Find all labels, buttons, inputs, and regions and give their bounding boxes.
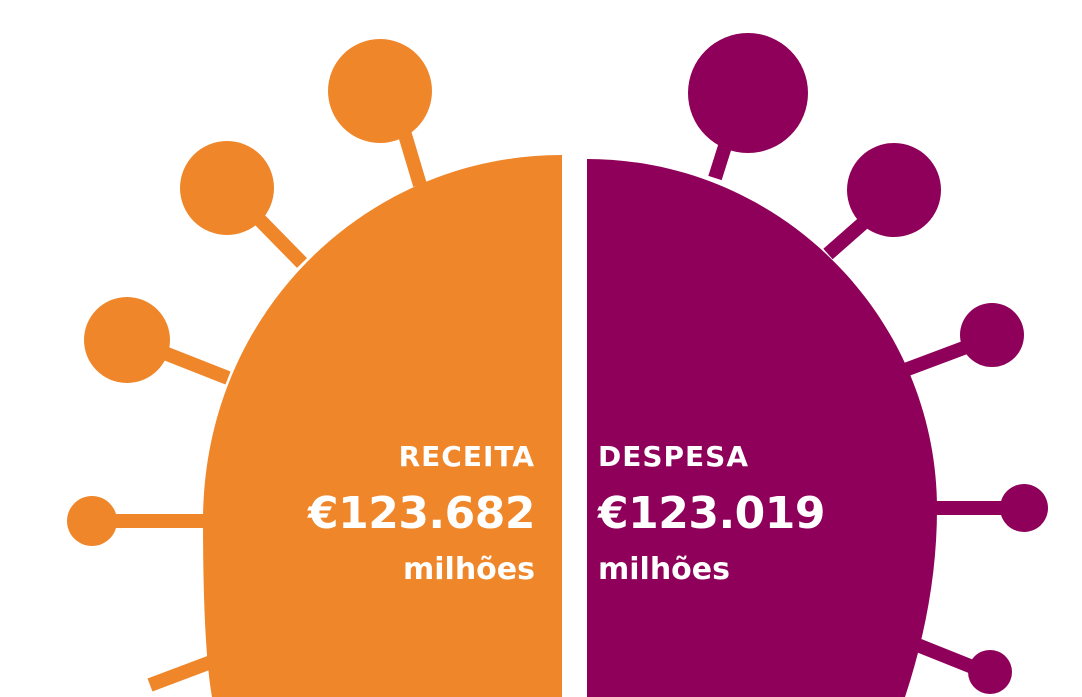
receita-amount: €123.682 [307,488,536,539]
spike-head [847,143,941,237]
spike-head [688,33,808,153]
receita-body [203,155,562,697]
despesa-body [587,159,937,697]
despesa-half-virus [587,33,1048,697]
spike-head [1000,484,1048,532]
spike-stalk [159,345,231,385]
spike-head [67,496,117,546]
despesa-label: DESPESA [598,440,750,473]
spike-head [84,297,170,383]
spike-head [180,141,274,235]
receita-half-virus [67,39,562,697]
receita-unit: milhões [403,552,535,587]
spike-head [960,303,1024,367]
despesa-amount: €123.019 [598,488,826,539]
receita-label: RECEITA [398,440,535,473]
spike-head [968,650,1012,694]
spike-stalk [248,209,308,268]
despesa-unit: milhões [598,552,730,587]
spike-head [328,39,432,143]
